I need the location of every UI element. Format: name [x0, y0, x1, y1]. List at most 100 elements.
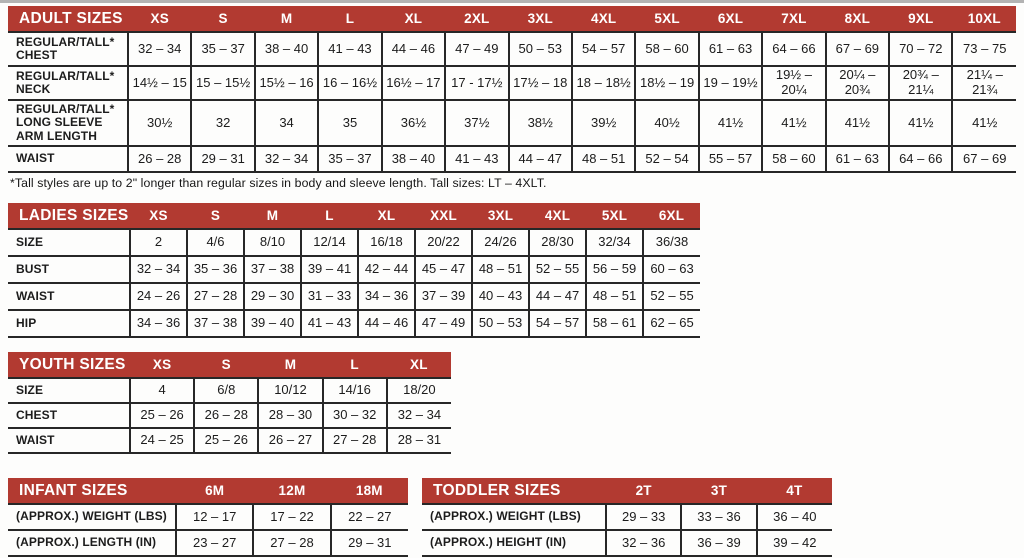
data-cell: 56 – 59 [585, 255, 643, 283]
data-cell: 23 – 27 [174, 529, 254, 557]
data-cell: 4 [128, 377, 195, 403]
data-cell: 44 – 46 [357, 309, 415, 338]
column-header-3xl: 3XL [472, 203, 529, 229]
data-cell: 52 – 54 [634, 145, 699, 173]
data-cell: 33 – 36 [680, 503, 757, 530]
data-cell: 10/12 [257, 377, 323, 403]
data-cell: 27 – 28 [252, 529, 331, 557]
data-cell: 41 – 43 [444, 145, 509, 173]
data-cell: 62 – 65 [642, 309, 700, 338]
data-cell: 34 – 36 [357, 282, 415, 310]
data-cell: 41 – 43 [300, 309, 358, 338]
youth-size-table: YOUTH SIZES XS S M L XL SIZE 4 6/8 10/12 14/16 18/2… [8, 352, 451, 454]
data-cell: 37 – 38 [243, 255, 301, 283]
data-cell: 24 – 26 [129, 282, 187, 310]
header-row: YOUTH SIZES XS S M L XL [8, 352, 451, 378]
data-cell: 12 – 17 [174, 503, 254, 530]
infant-sizes-table: INFANT SIZES 6M 12M 18M (APPROX.) WEIGHT (LB… [8, 478, 408, 557]
column-header-5xl: 5XL [586, 203, 643, 229]
data-cell: 38 – 40 [253, 31, 319, 66]
data-cell: 41½ [697, 99, 763, 146]
data-cell: 32 – 34 [129, 255, 187, 283]
data-cell: 27 – 28 [186, 282, 244, 310]
data-cell: 25 – 26 [128, 402, 195, 428]
data-cell: 73 – 75 [951, 31, 1016, 66]
data-cell: 41 – 43 [317, 31, 382, 66]
data-cell: 37 – 39 [414, 282, 472, 310]
column-header-xl: XL [358, 203, 415, 229]
data-cell: 31 – 33 [300, 282, 358, 310]
column-header-m: M [254, 6, 319, 32]
data-cell: 15½ – 16 [253, 65, 319, 100]
table-row: SIZE 2 4/6 8/10 12/14 16/18 20/22 24/26 28/30 32/… [8, 228, 700, 256]
column-header-l: L [301, 203, 358, 229]
data-cell: 40 – 43 [471, 282, 529, 310]
ladies-size-table: LADIES SIZES XS S M L XL XXL 3XL 4XL 5XL 6XL SIZE 2 4… [8, 203, 700, 338]
table-row: CHEST 25 – 26 26 – 28 28 – 30 30 – 32 32 – 34 [8, 402, 451, 428]
column-header-xxl: XXL [415, 203, 472, 229]
table-row: REGULAR/TALL* LONG SLEEVE ARM LENGTH 30½ 3… [8, 99, 1016, 146]
infant-size-table: INFANT SIZES 6M 12M 18M (APPROX.) WEIGHT (LB… [8, 478, 408, 557]
data-cell: 39 – 41 [300, 255, 358, 283]
data-cell: 18 – 18½ [570, 65, 636, 100]
tall-styles-footnote: *Tall styles are up to 2" longer than re… [10, 176, 547, 190]
table-row: WAIST 24 – 25 25 – 26 26 – 27 27 – 28 28 – 31 [8, 427, 451, 454]
data-cell: 29 – 31 [329, 529, 408, 557]
column-header-m: M [258, 352, 323, 378]
row-label: SIZE [8, 228, 130, 256]
data-cell: 29 – 33 [604, 503, 682, 530]
column-header-xl: XL [381, 6, 446, 32]
row-label: (APPROX.) LENGTH (IN) [8, 529, 176, 557]
data-cell: 50 – 53 [507, 31, 572, 66]
data-cell: 16/18 [357, 228, 415, 256]
column-header-6xl: 6XL [698, 6, 763, 32]
row-label: (APPROX.) HEIGHT (IN) [422, 529, 606, 557]
data-cell: 42 – 44 [357, 255, 415, 283]
data-cell: 21¼ – 21¾ [951, 65, 1016, 100]
data-cell: 28 – 30 [257, 402, 323, 428]
data-cell: 22 – 27 [329, 503, 408, 530]
data-cell: 28/30 [528, 228, 586, 256]
data-cell: 44 – 46 [380, 31, 446, 66]
column-header-2t: 2T [606, 478, 682, 504]
column-header-xl: XL [386, 352, 451, 378]
table-row: REGULAR/TALL* NECK 14½ – 15 15 – 15½ 15½ – … [8, 65, 1016, 100]
header-row: LADIES SIZES XS S M L XL XXL 3XL 4XL 5XL 6XL [8, 203, 700, 229]
data-cell: 37 – 38 [186, 309, 244, 338]
data-cell: 54 – 57 [528, 309, 586, 338]
column-header-m: M [244, 203, 301, 229]
data-cell: 35 – 37 [190, 31, 255, 66]
data-cell: 20¼ – 20¾ [824, 65, 890, 100]
column-header-4t: 4T [756, 478, 832, 504]
column-header-xs: XS [128, 6, 192, 32]
data-cell: 50 – 53 [471, 309, 529, 338]
data-cell: 36½ [380, 99, 446, 146]
infant-table-title: INFANT SIZES [8, 478, 176, 504]
data-cell: 26 – 28 [193, 402, 259, 428]
data-cell: 4/6 [186, 228, 244, 256]
row-label: CHEST [8, 402, 130, 428]
data-cell: 14/16 [321, 377, 387, 403]
data-cell: 26 – 27 [257, 427, 323, 454]
data-cell: 18½ – 19 [634, 65, 699, 100]
data-cell: 12/14 [300, 228, 358, 256]
data-cell: 32/34 [585, 228, 643, 256]
row-label: (APPROX.) WEIGHT (LBS) [422, 503, 606, 530]
youth-table-title: YOUTH SIZES [8, 352, 130, 378]
data-cell: 67 – 69 [951, 145, 1016, 173]
table-row: (APPROX.) LENGTH (IN) 23 – 27 27 – 28 29 – … [8, 529, 408, 557]
row-label: REGULAR/TALL* CHEST [8, 31, 128, 66]
data-cell: 64 – 66 [761, 31, 826, 66]
data-cell: 35 – 36 [186, 255, 244, 283]
row-label: REGULAR/TALL* NECK [8, 65, 128, 100]
data-cell: 47 – 49 [414, 309, 472, 338]
column-header-3xl: 3XL [508, 6, 572, 32]
data-cell: 58 – 60 [761, 145, 826, 173]
data-cell: 6/8 [193, 377, 259, 403]
column-header-s: S [191, 6, 255, 32]
adult-sizes-table: ADULT SIZES XS S M L XL 2XL 3XL 4XL 5XL 6XL 7XL 8XL 9… [8, 6, 1016, 173]
data-cell: 17½ – 18 [507, 65, 572, 100]
data-cell: 61 – 63 [697, 31, 763, 66]
data-cell: 29 – 30 [243, 282, 301, 310]
